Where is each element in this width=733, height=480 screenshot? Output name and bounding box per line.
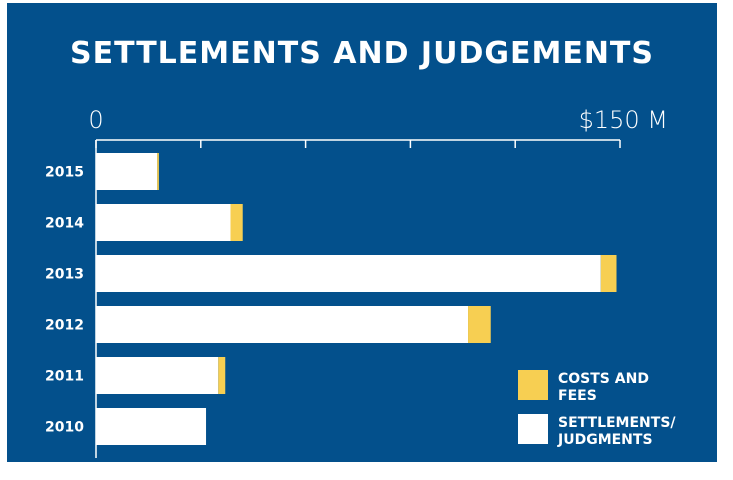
category-label-2013: 2013: [45, 267, 84, 283]
x-tick-label-start: 0: [88, 106, 103, 134]
x-tick-label-end: $150 M: [579, 106, 668, 134]
category-label-2014: 2014: [45, 216, 84, 232]
category-label-2011: 2011: [45, 369, 84, 385]
legend-settlements-label: SETTLEMENTS/: [558, 415, 676, 431]
bar-costs-2014: [230, 204, 243, 241]
legend-settlements-label: JUDGMENTS: [557, 432, 653, 448]
axis-layer: [95, 139, 621, 458]
bar-costs-2012: [468, 306, 491, 343]
legend-costs-label: FEES: [558, 388, 597, 404]
bar-costs-2011: [218, 357, 226, 394]
bar-costs-2015: [157, 153, 159, 190]
category-label-2012: 2012: [45, 318, 84, 334]
bar-settlements-2010: [96, 408, 207, 445]
bar-costs-2013: [600, 255, 617, 292]
category-label-2015: 2015: [45, 165, 84, 181]
chart-title: SETTLEMENTS AND JUDGEMENTS: [69, 36, 655, 71]
labels-layer: 0 $150 M 2015 2014 2013 2012 2011 2010: [45, 106, 668, 436]
bar-settlements-2011: [96, 357, 219, 394]
legend-costs-label: COSTS AND: [558, 371, 649, 387]
bar-settlements-2014: [96, 204, 231, 241]
legend-costs-swatch: [518, 370, 548, 400]
category-label-2010: 2010: [45, 420, 84, 436]
legend-settlements-swatch: [518, 414, 548, 444]
bar-settlements-2015: [96, 153, 158, 190]
bar-settlements-2013: [96, 255, 601, 292]
bars-layer: [96, 153, 617, 445]
bar-settlements-2012: [96, 306, 469, 343]
